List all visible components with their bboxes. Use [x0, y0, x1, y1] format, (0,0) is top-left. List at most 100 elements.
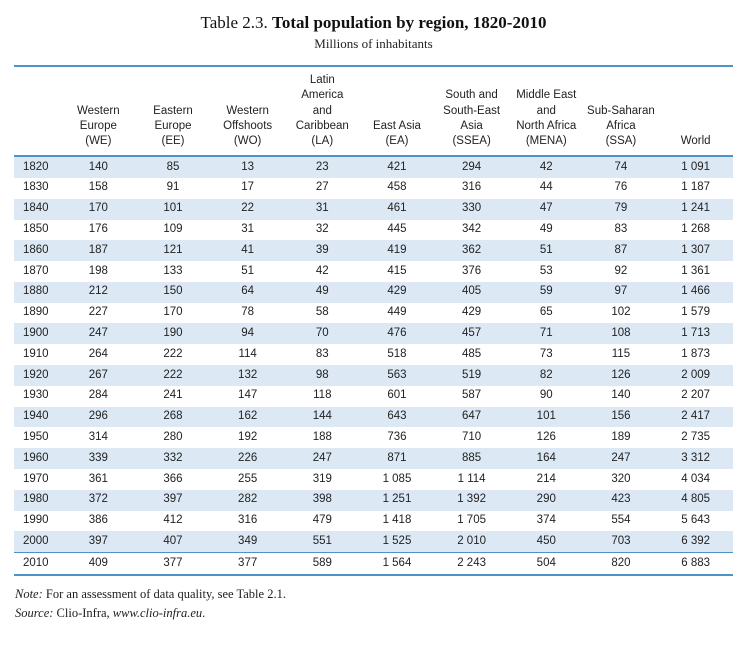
- value-cell: 189: [611, 430, 631, 443]
- source-period: .: [202, 606, 206, 621]
- value-cell: 1 307: [681, 243, 711, 256]
- column-header: South and South-East Asia (SSEA): [434, 65, 509, 158]
- title-block: Table 2.3. Total population by region, 1…: [14, 12, 733, 52]
- table-row: 1950 314 280 192 188 736 710 126 189 2 735: [14, 427, 733, 448]
- value-cell: 53: [539, 264, 553, 277]
- value-cell: 118: [313, 389, 332, 402]
- table-row: 2010 409 377 377 589 1 564 2 243 504 820 6 883: [14, 552, 733, 577]
- column-header: Western Offshoots (WO): [210, 65, 285, 158]
- value-cell: 319: [312, 472, 332, 485]
- value-cell: 109: [163, 223, 183, 235]
- year-cell: 1930: [23, 389, 49, 402]
- value-cell: 41: [241, 243, 255, 256]
- source-label: Source:: [15, 606, 54, 621]
- value-cell: 518: [387, 347, 407, 360]
- value-cell: 198: [88, 264, 108, 277]
- value-cell: 377: [135, 552, 211, 577]
- value-cell: 190: [163, 326, 183, 339]
- value-cell: 49: [539, 223, 553, 235]
- value-cell: 70: [315, 326, 329, 339]
- value-cell: 31: [241, 223, 255, 235]
- value-cell: 144: [312, 410, 332, 423]
- value-cell: 361: [88, 472, 108, 485]
- value-cell: 458: [387, 181, 407, 194]
- year-cell: 1940: [23, 410, 49, 423]
- value-cell: 101: [163, 202, 183, 215]
- value-cell: 82: [539, 368, 553, 381]
- document-page: Table 2.3. Total population by region, 1…: [14, 12, 733, 624]
- value-cell: 316: [462, 181, 482, 194]
- value-cell: 330: [462, 202, 482, 215]
- value-cell: 294: [462, 160, 482, 173]
- value-cell: 643: [387, 410, 407, 423]
- value-cell: 22: [241, 202, 255, 215]
- value-cell: 13: [241, 160, 255, 173]
- table-row: 1890 227 170 78 58 449 429 65 102 1 579: [14, 303, 733, 324]
- value-cell: 6 883: [658, 552, 733, 577]
- table-row: 1920 267 222 132 98 563 519 82 126 2 009: [14, 365, 733, 386]
- value-cell: 226: [238, 451, 258, 464]
- value-cell: 820: [583, 552, 659, 577]
- source-url: www.clio-infra.eu: [112, 606, 203, 621]
- year-cell: 1980: [23, 493, 49, 506]
- value-cell: 1 085: [382, 472, 412, 485]
- value-cell: 377: [210, 552, 285, 577]
- value-cell: 90: [539, 389, 553, 402]
- value-cell: 2 417: [681, 410, 711, 423]
- value-cell: 267: [88, 368, 108, 381]
- value-cell: 162: [238, 410, 258, 423]
- value-cell: 47: [539, 202, 553, 215]
- table-row: 1840 170 101 22 31 461 330 47 79 1 241: [14, 198, 733, 220]
- value-cell: 1 579: [681, 306, 711, 319]
- value-cell: 140: [88, 160, 108, 173]
- value-cell: 247: [312, 451, 332, 464]
- value-cell: 587: [462, 389, 482, 402]
- year-cell: 1970: [23, 472, 49, 485]
- table-row: 1970 361 366 255 319 1 085 1 114 214 320 4 034: [14, 469, 733, 490]
- value-cell: 1 251: [382, 493, 412, 506]
- value-cell: 647: [462, 410, 482, 423]
- value-cell: 1 564: [359, 552, 435, 577]
- table-row: 1860 187 121 41 39 419 362 51 87 1 307: [14, 240, 733, 262]
- table-row: 2000 397 407 349 551 1 525 2 010 450 703 6 392: [14, 531, 733, 553]
- year-cell: 1840: [23, 202, 49, 215]
- value-cell: 32: [315, 223, 329, 235]
- value-cell: 23: [315, 160, 329, 173]
- value-cell: 314: [88, 430, 108, 443]
- year-cell: 1900: [23, 326, 49, 339]
- table-subtitle: Millions of inhabitants: [314, 36, 433, 52]
- value-cell: 94: [241, 326, 255, 339]
- value-cell: 589: [284, 552, 360, 577]
- value-cell: 349: [238, 534, 258, 547]
- value-cell: 376: [462, 264, 482, 277]
- value-cell: 27: [315, 181, 329, 194]
- year-cell: 1860: [23, 243, 49, 256]
- year-cell: 1990: [23, 514, 49, 527]
- value-cell: 49: [315, 285, 329, 298]
- value-cell: 64: [241, 285, 255, 298]
- footnotes: Note: For an assessment of data quality,…: [15, 585, 733, 624]
- value-cell: 83: [614, 223, 628, 235]
- column-header: Sub-Saharan Africa (SSA): [583, 65, 659, 158]
- year-cell: 1870: [23, 264, 49, 277]
- value-cell: 4 805: [681, 493, 711, 506]
- value-cell: 51: [539, 243, 553, 256]
- value-cell: 405: [462, 285, 482, 298]
- value-cell: 44: [539, 181, 553, 194]
- value-cell: 429: [462, 306, 482, 319]
- year-cell: 1880: [23, 285, 49, 298]
- value-cell: 504: [508, 552, 584, 577]
- value-cell: 2 207: [681, 389, 711, 402]
- value-cell: 398: [312, 493, 332, 506]
- value-cell: 342: [462, 223, 482, 235]
- table-row: 1990 386 412 316 479 1 418 1 705 374 554 5 643: [14, 511, 733, 532]
- value-cell: 409: [61, 552, 136, 577]
- value-cell: 74: [614, 160, 628, 173]
- value-cell: 59: [539, 285, 553, 298]
- value-cell: 2 243: [434, 552, 509, 577]
- year-cell: 1950: [23, 430, 49, 443]
- table-row: 1980 372 397 282 398 1 251 1 392 290 423 4 805: [14, 489, 733, 511]
- table-title-text: Total population by region, 1820-2010: [272, 13, 547, 32]
- table-row: 1910 264 222 114 83 518 485 73 115 1 873: [14, 344, 733, 365]
- value-cell: 170: [88, 202, 108, 215]
